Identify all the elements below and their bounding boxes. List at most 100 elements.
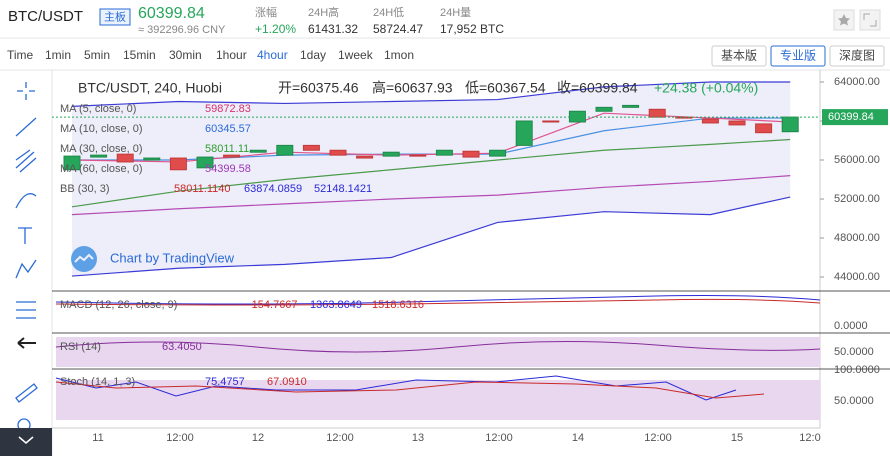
candle bbox=[675, 116, 693, 119]
x-tick-label: 12:00 bbox=[166, 432, 194, 444]
panel-tick-label: 0.0000 bbox=[834, 320, 868, 332]
interval-button[interactable]: 1mon bbox=[384, 48, 414, 62]
x-tick-label: 12:0 bbox=[799, 432, 820, 444]
candle bbox=[169, 157, 187, 171]
indicator-value: 59872.83 bbox=[205, 103, 251, 115]
panel-tick-label: 50.0000 bbox=[834, 346, 874, 358]
interval-button[interactable]: 1day bbox=[300, 48, 326, 62]
interval-button[interactable]: 30min bbox=[169, 48, 202, 62]
chevron-icon bbox=[18, 436, 34, 444]
candle bbox=[728, 120, 746, 126]
candle bbox=[435, 149, 453, 156]
indicator-name: MA (10, close, 0) bbox=[60, 123, 143, 135]
x-tick-label: 11 bbox=[92, 432, 103, 444]
interval-button[interactable]: 4hour bbox=[257, 48, 288, 62]
panel-title: RSI (14) bbox=[60, 341, 101, 353]
legend-high: 高=60637.93 bbox=[372, 80, 453, 96]
stat-value: 17,952 BTC bbox=[440, 22, 504, 36]
x-tick-label: 13 bbox=[412, 432, 424, 444]
tradingview-logo bbox=[71, 246, 97, 272]
credit[interactable]: Chart by TradingView bbox=[110, 250, 235, 265]
view-button[interactable] bbox=[829, 45, 885, 67]
candle bbox=[329, 149, 347, 156]
drawing-tools bbox=[15, 82, 38, 432]
interval-button[interactable]: 1hour bbox=[216, 48, 247, 62]
rsi-line bbox=[55, 340, 821, 353]
interval-button[interactable]: 5min bbox=[84, 48, 110, 62]
indicator-line bbox=[71, 81, 791, 107]
candle bbox=[143, 157, 161, 161]
indicator-name: BB (30, 3) bbox=[60, 183, 110, 195]
candle bbox=[196, 156, 214, 169]
candle bbox=[63, 155, 81, 171]
y-tick-label: 56000.00 bbox=[834, 154, 880, 166]
legend-low: 低=60367.54 bbox=[465, 80, 546, 96]
candle bbox=[622, 104, 640, 108]
stoch-d-line bbox=[55, 381, 765, 399]
star-icon bbox=[838, 14, 850, 26]
x-tick-label: 12:00 bbox=[485, 432, 513, 444]
candle bbox=[489, 149, 507, 157]
indicator-name: MA (60, close, 0) bbox=[60, 163, 143, 175]
indicator-value: 58011.1140 bbox=[174, 183, 230, 195]
candle bbox=[462, 150, 480, 158]
collapse-button[interactable] bbox=[0, 428, 52, 456]
price: 60399.84 bbox=[138, 5, 205, 22]
macd-signal-line bbox=[55, 298, 821, 306]
candle bbox=[515, 120, 533, 146]
x-tick-label: 14 bbox=[572, 432, 584, 444]
panel-tick-label: 50.0000 bbox=[834, 395, 874, 407]
indicator-line bbox=[71, 196, 791, 277]
panel-value: 1363.8649 bbox=[310, 299, 362, 311]
x-tick-label: 15 bbox=[731, 432, 743, 444]
y-tick-label: 44000.00 bbox=[834, 271, 880, 283]
last-price-box bbox=[822, 109, 888, 126]
panel-title: Stoch (14, 1, 3) bbox=[60, 376, 135, 388]
x-tick-label: 12 bbox=[252, 432, 264, 444]
y-tick-label: 64000.00 bbox=[834, 76, 880, 88]
view-label: 基本版 bbox=[721, 49, 757, 63]
legend-open: 开=60375.46 bbox=[278, 80, 359, 96]
interval-button[interactable]: 15min bbox=[123, 48, 156, 62]
legend-change: +24.38 (+0.04%) bbox=[654, 80, 758, 96]
candle bbox=[90, 154, 108, 158]
view-button[interactable] bbox=[711, 45, 767, 67]
indicator-name: MA (30, close, 0) bbox=[60, 143, 143, 155]
candle bbox=[701, 118, 719, 124]
macd-line bbox=[55, 295, 821, 305]
candle bbox=[116, 153, 134, 163]
stat-label: 涨幅 bbox=[255, 6, 277, 19]
candle bbox=[648, 108, 666, 118]
pair: BTC/USDT bbox=[8, 8, 83, 25]
candle bbox=[356, 155, 374, 159]
panel-value: 75.4757 bbox=[205, 376, 245, 388]
interval-button[interactable]: 1min bbox=[45, 48, 71, 62]
legend-symbol: BTC/USDT, 240, Huobi bbox=[78, 80, 222, 96]
stat-value: +1.20% bbox=[255, 22, 296, 36]
last-price-label: 60399.84 bbox=[828, 111, 874, 123]
stat-value: 61431.32 bbox=[308, 22, 358, 36]
view-label: 专业版 bbox=[780, 48, 816, 63]
panel-tick-label: 100.0000 bbox=[834, 364, 880, 376]
interval-button[interactable]: 1week bbox=[338, 48, 374, 62]
interval-button[interactable]: Time bbox=[7, 48, 34, 62]
fullscreen-button[interactable] bbox=[859, 9, 881, 31]
candle bbox=[409, 154, 427, 157]
candle bbox=[542, 120, 560, 123]
panel-title: MACD (12, 26, close, 9) bbox=[60, 299, 177, 311]
stoch-k-line bbox=[55, 375, 737, 401]
candle bbox=[382, 151, 400, 157]
x-tick-label: 12:00 bbox=[644, 432, 672, 444]
view-label: 深度图 bbox=[839, 48, 875, 63]
stat-value: 58724.47 bbox=[373, 22, 423, 36]
legend-close: 收=60399.84 bbox=[557, 80, 638, 96]
indicator-value: 63874.0859 bbox=[244, 183, 302, 195]
candle bbox=[755, 123, 773, 134]
indicator-value: 58011.11 bbox=[205, 143, 249, 155]
stat-label: 24H低 bbox=[373, 6, 404, 19]
view-button[interactable] bbox=[770, 45, 826, 67]
indicator-line bbox=[71, 138, 791, 208]
candle bbox=[595, 106, 613, 112]
candle bbox=[276, 144, 294, 156]
